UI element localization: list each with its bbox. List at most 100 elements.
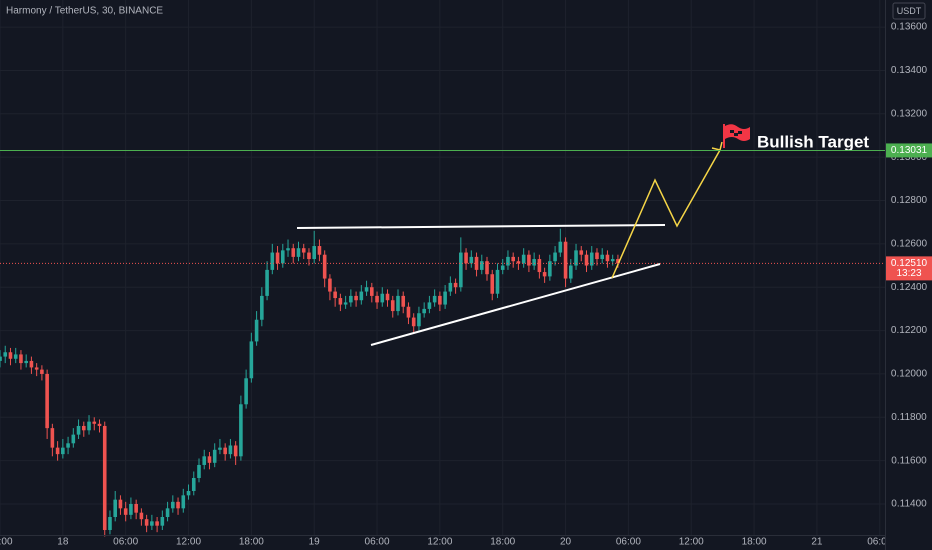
candle-body <box>479 261 484 270</box>
candle-body <box>102 425 107 531</box>
candle-body <box>87 421 91 431</box>
levels <box>0 149 885 264</box>
candle-body <box>537 259 542 273</box>
candle-body <box>197 464 201 478</box>
candle-body <box>375 295 379 303</box>
candle-body <box>40 369 44 374</box>
candle-body <box>291 248 296 257</box>
candle-body <box>506 256 510 266</box>
candle-body <box>553 252 557 262</box>
candle-body <box>244 378 248 405</box>
candle-body <box>527 254 531 266</box>
candle-body <box>71 434 76 444</box>
chart-title: Harmony / TetherUS, 30, BINANCE <box>6 6 163 17</box>
x-tick-label: 18:00 <box>239 537 264 548</box>
y-tick-label: 0.11800 <box>891 412 927 423</box>
candle-body <box>495 269 500 294</box>
candle-body <box>390 300 395 312</box>
candle-body <box>616 259 620 264</box>
resistance-line <box>296 224 666 229</box>
candle-body <box>265 269 269 296</box>
candle-body <box>129 504 133 515</box>
y-tick-label: 0.13600 <box>891 22 928 33</box>
candle-body <box>301 248 306 253</box>
x-tick-label: 18:00 <box>490 537 515 548</box>
y-tick-label: 0.11600 <box>891 455 927 466</box>
candle-body <box>13 354 18 359</box>
candle-body <box>584 254 589 266</box>
x-tick-label: 12:00 <box>679 537 704 548</box>
currency-box <box>892 2 926 20</box>
candle-body <box>385 293 390 301</box>
x-axis: 00:00 18 06:00 12:00 18:00 19 06:00 12:00 18:00 2… <box>0 537 892 548</box>
candle-body <box>411 317 416 327</box>
candle-body <box>443 291 447 305</box>
last-price-tag <box>886 256 932 281</box>
candle-body <box>160 517 165 526</box>
candle-body <box>589 252 594 266</box>
candle-body <box>45 373 49 429</box>
candle-body <box>563 241 568 279</box>
candle-body <box>66 443 70 448</box>
candle-body <box>280 250 285 264</box>
candle-body <box>34 367 39 370</box>
candle-body <box>396 295 400 312</box>
candle-body <box>317 246 322 255</box>
candle-body <box>595 252 599 260</box>
candle-body <box>176 501 180 509</box>
candle-body <box>516 261 521 264</box>
candles <box>0 228 620 537</box>
candle-body <box>600 254 605 260</box>
y-tick-label: 0.12600 <box>891 239 928 250</box>
candle-body <box>490 274 495 294</box>
candle-body <box>401 295 406 307</box>
candle-body <box>307 252 311 260</box>
candle-body <box>343 302 348 305</box>
candle-body <box>417 313 421 327</box>
candle-body <box>76 425 81 435</box>
candle-body <box>333 291 337 299</box>
candle-body <box>249 341 254 379</box>
candle-body <box>338 298 343 305</box>
candle-body <box>485 261 489 275</box>
y-tick-label: 0.12400 <box>891 282 928 293</box>
candle-body <box>218 447 222 450</box>
candle-body <box>254 319 259 342</box>
target-label: 0.13031 <box>891 145 928 156</box>
y-tick-label: 0.13200 <box>891 108 928 119</box>
candle-body <box>427 302 432 309</box>
x-tick-label: 21 <box>811 537 823 548</box>
candle-body <box>328 278 332 292</box>
candle-body <box>61 447 65 455</box>
x-tick-label: 06:00 <box>867 537 892 548</box>
x-tick-label: 18 <box>57 537 69 548</box>
candle-body <box>286 248 290 251</box>
candle-body <box>144 519 149 526</box>
candle-body <box>24 360 28 364</box>
candle-body <box>150 521 154 526</box>
projection-path <box>611 149 721 279</box>
candle-body <box>349 295 353 303</box>
candle-body <box>118 499 123 509</box>
candle-body <box>270 252 275 270</box>
candle-body <box>521 254 526 264</box>
x-tick-label: 20 <box>560 537 572 548</box>
x-tick-label: 06:00 <box>365 537 390 548</box>
candle-body <box>228 445 233 455</box>
flag-icon <box>723 124 750 148</box>
candle-body <box>3 352 8 357</box>
candle-body <box>108 517 112 531</box>
candle-body <box>233 445 238 457</box>
candle-body <box>574 250 578 266</box>
candle-body <box>312 246 317 260</box>
candle-body <box>354 295 358 301</box>
x-tick-label: 00:00 <box>0 537 13 548</box>
countdown: 13:23 <box>896 268 921 279</box>
candle-body <box>548 261 552 277</box>
candle-body <box>296 248 301 257</box>
candle-body <box>474 256 479 270</box>
grid <box>0 0 885 535</box>
